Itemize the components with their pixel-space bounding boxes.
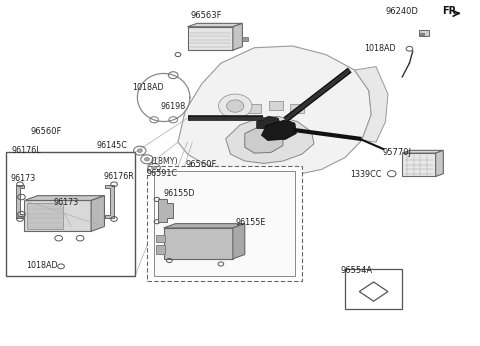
- Circle shape: [137, 149, 142, 152]
- Polygon shape: [106, 185, 114, 218]
- Bar: [345, 269, 402, 309]
- Bar: [419, 30, 430, 36]
- Bar: [6, 152, 135, 276]
- Bar: [147, 166, 302, 281]
- Bar: [290, 104, 304, 113]
- Bar: [24, 200, 91, 231]
- Polygon shape: [262, 120, 296, 140]
- Bar: [247, 104, 262, 113]
- Text: 96173: 96173: [11, 174, 36, 183]
- Circle shape: [144, 157, 149, 161]
- Polygon shape: [436, 151, 444, 176]
- Text: 96560F: 96560F: [185, 160, 216, 169]
- Text: 96176R: 96176R: [104, 172, 135, 181]
- Bar: [420, 33, 424, 35]
- Text: (18MY): (18MY): [151, 157, 179, 166]
- Bar: [402, 153, 436, 176]
- Polygon shape: [233, 224, 245, 259]
- Text: 96554A: 96554A: [341, 266, 373, 275]
- Polygon shape: [355, 66, 388, 142]
- Bar: [269, 101, 283, 109]
- Circle shape: [218, 94, 252, 118]
- Text: 1018AD: 1018AD: [26, 261, 58, 270]
- Polygon shape: [158, 199, 173, 222]
- Bar: [188, 27, 233, 50]
- Circle shape: [152, 166, 156, 170]
- Text: 96563F: 96563F: [191, 11, 222, 20]
- Polygon shape: [226, 116, 314, 163]
- Text: 96155E: 96155E: [235, 218, 265, 227]
- Polygon shape: [233, 24, 242, 50]
- Polygon shape: [402, 151, 444, 153]
- Polygon shape: [245, 127, 283, 153]
- Text: 96145C: 96145C: [97, 141, 128, 150]
- Polygon shape: [164, 224, 245, 228]
- Text: 96155D: 96155D: [164, 189, 195, 198]
- Bar: [156, 245, 165, 254]
- Bar: [164, 228, 233, 259]
- Text: 96591C: 96591C: [147, 169, 178, 177]
- Polygon shape: [257, 116, 281, 129]
- Text: 1339CC: 1339CC: [350, 170, 381, 179]
- Text: FR.: FR.: [443, 6, 460, 16]
- Circle shape: [227, 100, 244, 112]
- Text: 96240D: 96240D: [386, 7, 419, 16]
- Text: 96198: 96198: [161, 102, 186, 111]
- Bar: [154, 171, 295, 276]
- Polygon shape: [91, 195, 105, 231]
- Text: 96173: 96173: [54, 198, 79, 207]
- Text: 1018AD: 1018AD: [364, 44, 396, 53]
- Polygon shape: [24, 195, 105, 200]
- Bar: [242, 37, 248, 41]
- Text: 96176L: 96176L: [12, 146, 41, 155]
- Text: 1018AD: 1018AD: [132, 83, 164, 92]
- Bar: [27, 203, 63, 229]
- Bar: [156, 235, 165, 242]
- Text: 96560F: 96560F: [30, 127, 61, 136]
- Polygon shape: [188, 24, 242, 27]
- Polygon shape: [178, 46, 371, 176]
- Polygon shape: [16, 185, 24, 218]
- Text: 95770J: 95770J: [383, 148, 412, 157]
